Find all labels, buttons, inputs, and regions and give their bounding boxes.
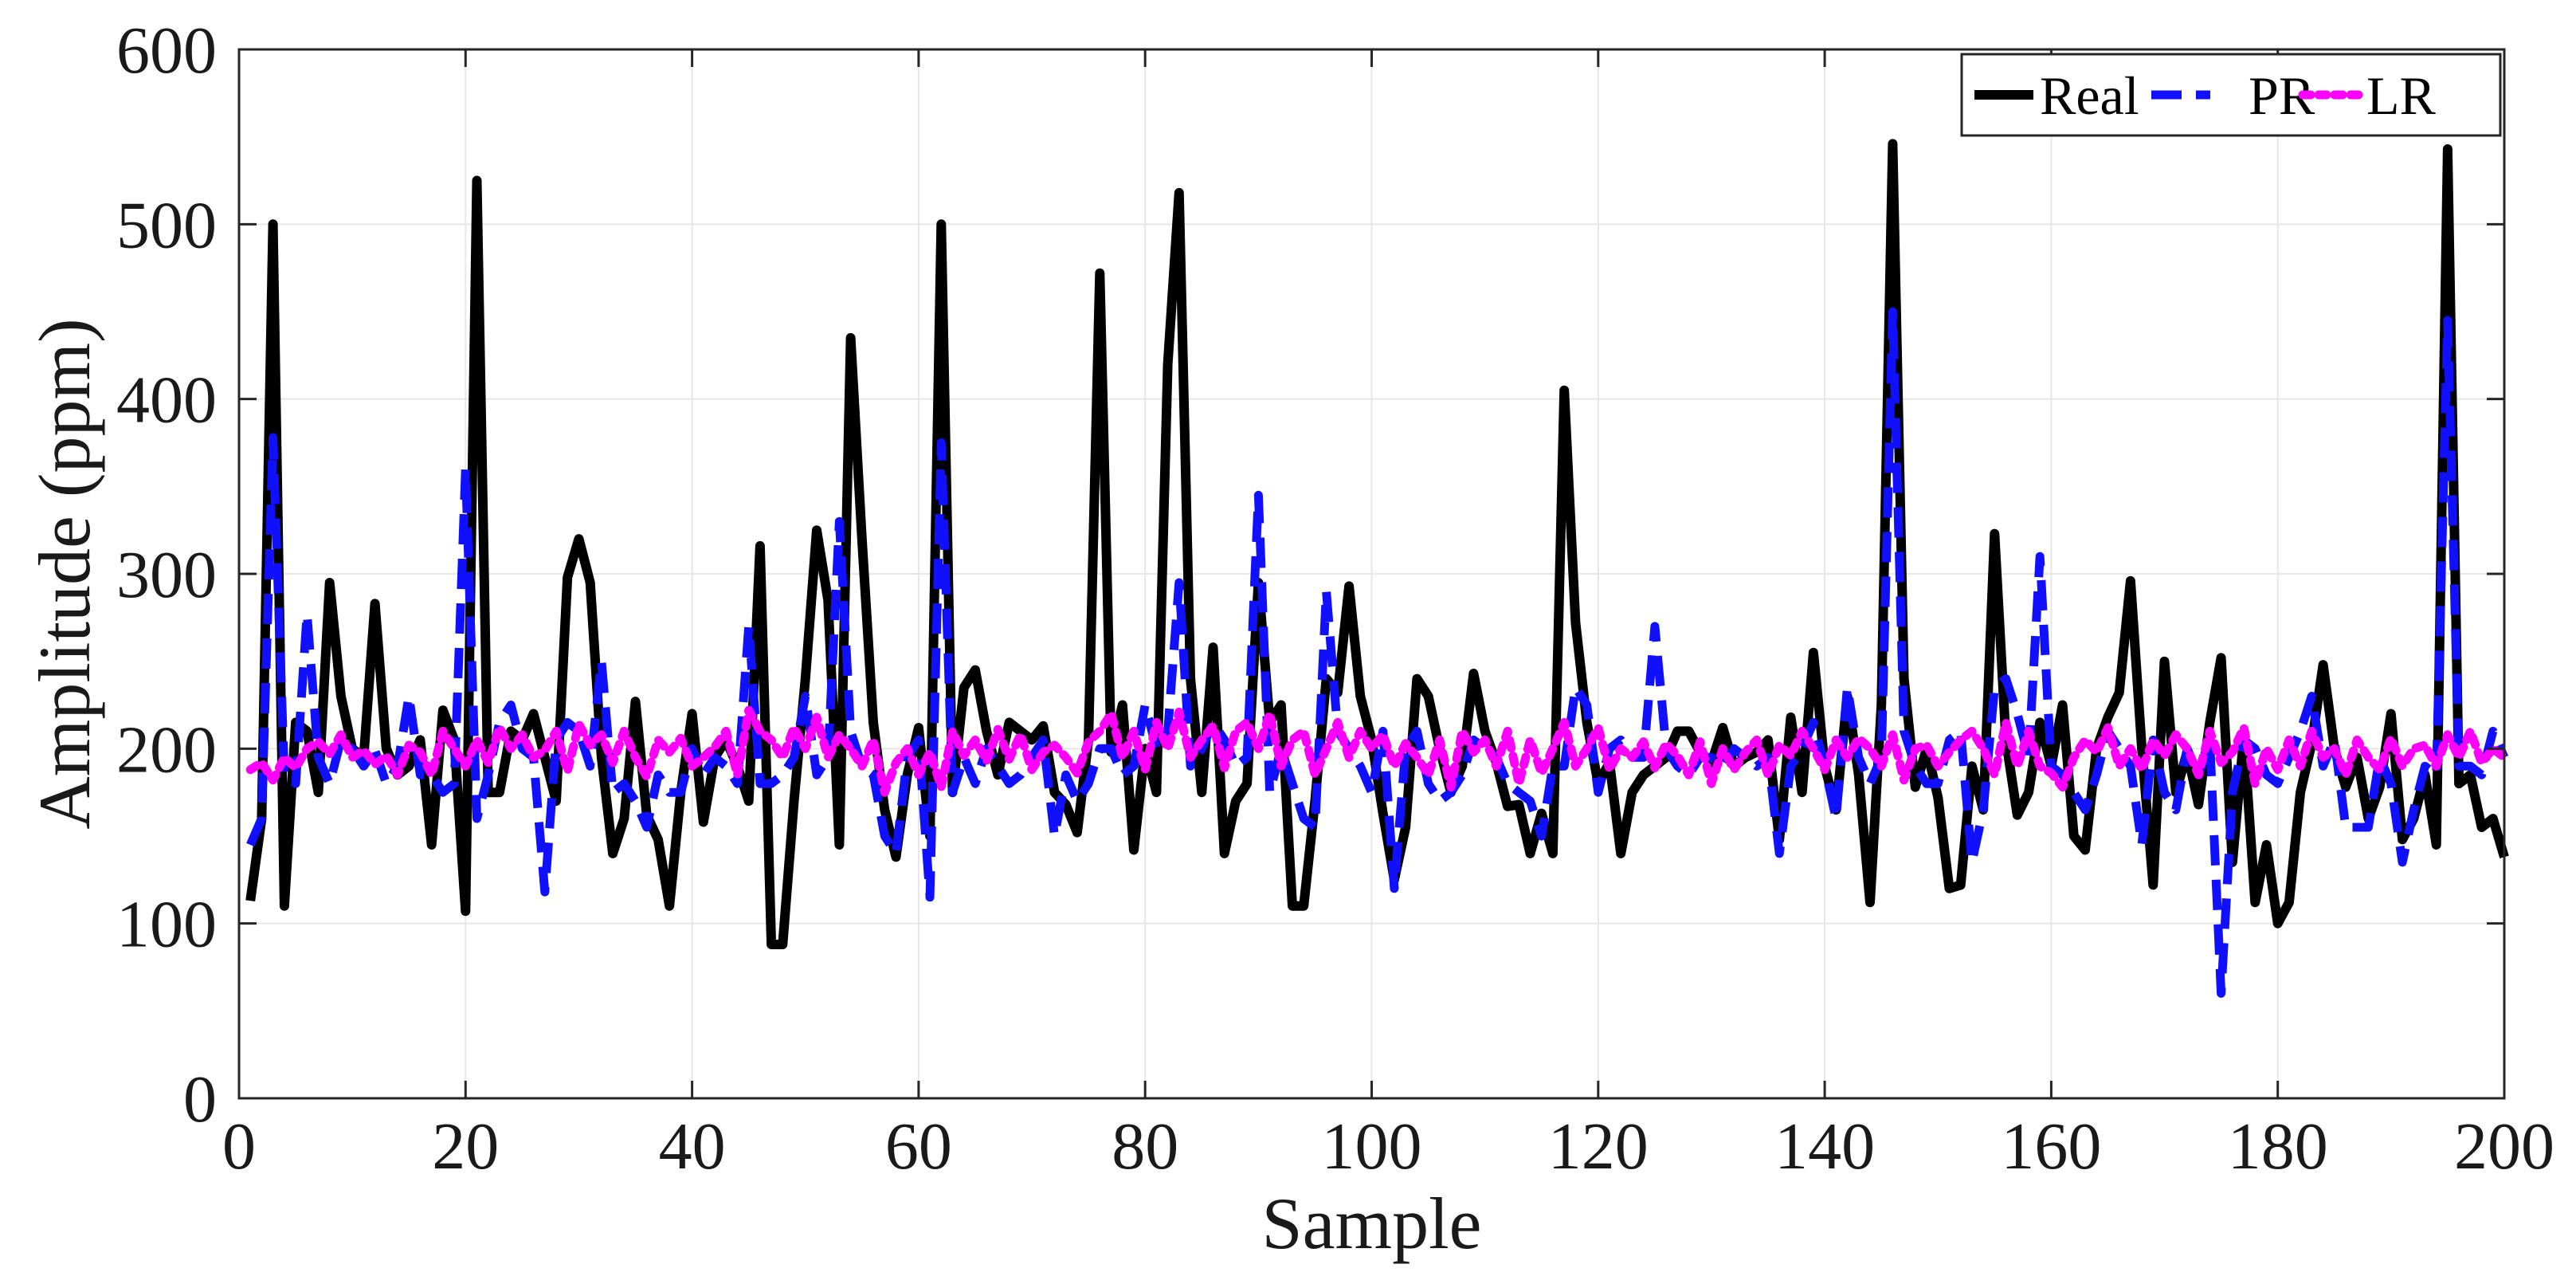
series-layer — [245, 139, 2509, 998]
x-tick-label: 60 — [885, 1109, 952, 1184]
legend-box — [1960, 53, 2502, 137]
x-tick-label: 140 — [1774, 1109, 1875, 1184]
x-tick-label: 40 — [659, 1109, 726, 1184]
y-tick-label: 500 — [116, 188, 217, 262]
x-tick-label: 120 — [1548, 1109, 1649, 1184]
x-tick-label: 180 — [2228, 1109, 2328, 1184]
x-tick-label: 20 — [432, 1109, 499, 1184]
y-axis-label: Amplitude (ppm) — [24, 318, 105, 829]
series-line-lr — [245, 705, 2509, 797]
series-line-pr — [246, 307, 2509, 998]
x-tick-label: 0 — [222, 1109, 256, 1184]
y-tick-label: 200 — [116, 713, 217, 787]
y-tick-label: 300 — [116, 538, 217, 612]
legend: Real PR LR — [1960, 53, 2502, 137]
y-tick-label: 600 — [116, 14, 217, 88]
x-tick-label: 160 — [2001, 1109, 2101, 1184]
legend-label-lr: LR — [2366, 65, 2437, 126]
y-tick-label: 100 — [116, 888, 217, 962]
legend-label-real: Real — [2040, 65, 2139, 126]
x-tick-label: 100 — [1322, 1109, 1422, 1184]
axis-ticks: 0 20 40 60 80 100 120 140 160 180 200 0 100 200 300 400… — [116, 14, 2554, 1184]
y-tick-label: 400 — [116, 363, 217, 438]
y-tick-label: 0 — [183, 1062, 217, 1137]
x-tick-label: 200 — [2454, 1109, 2554, 1184]
x-tick-label: 80 — [1112, 1109, 1178, 1184]
x-axis-label: Sample — [1262, 1183, 1482, 1264]
